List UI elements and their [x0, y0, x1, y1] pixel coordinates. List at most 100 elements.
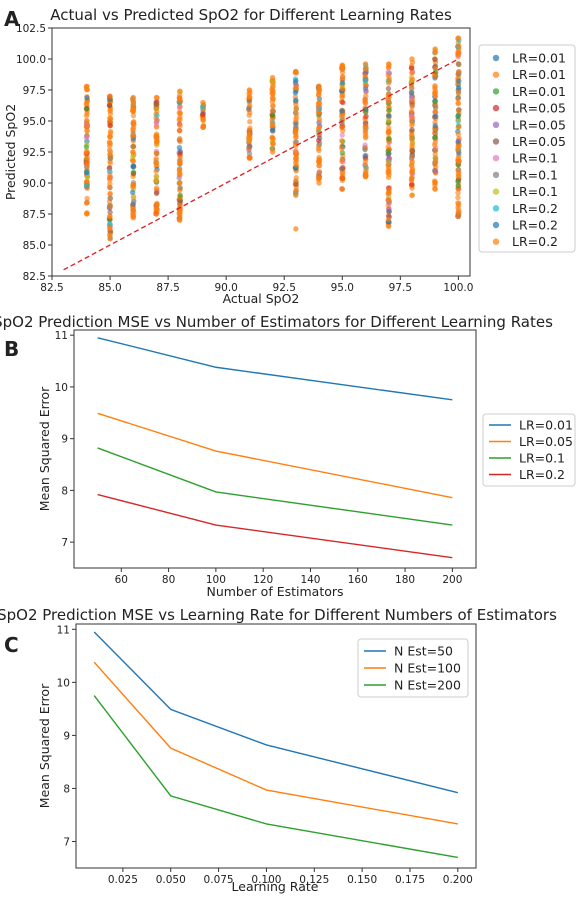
panel-b-ytick-label: 11 — [55, 330, 68, 342]
scatter-point — [293, 155, 299, 161]
scatter-point — [246, 87, 253, 93]
panel-a-points — [83, 35, 462, 242]
scatter-point — [177, 155, 183, 161]
scatter-point — [409, 192, 415, 199]
scatter-point — [455, 112, 462, 119]
scatter-point — [316, 141, 322, 148]
panel-a-plot-frame — [51, 27, 471, 277]
scatter-point — [409, 166, 416, 172]
panel-c-xtick-label: 0.200 — [443, 874, 473, 886]
scatter-point — [339, 85, 345, 92]
scatter-point — [153, 155, 159, 162]
scatter-point — [455, 107, 462, 114]
scatter-point — [432, 147, 439, 154]
scatter-point — [316, 83, 322, 89]
scatter-point — [130, 201, 136, 208]
panel-a-xlabel: Actual SpO2 — [223, 291, 300, 306]
scatter-point — [455, 35, 462, 41]
scatter-point — [385, 69, 391, 75]
scatter-point — [339, 137, 345, 144]
scatter-point — [293, 226, 299, 232]
scatter-point — [456, 123, 462, 130]
scatter-point — [339, 175, 345, 181]
scatter-point — [293, 181, 299, 188]
scatter-point — [432, 98, 438, 105]
scatter-point — [409, 127, 415, 133]
panel-a-ytick-label: 100.0 — [16, 54, 46, 66]
scatter-point — [339, 108, 345, 114]
panel-a-ytick-label: 90.0 — [23, 178, 46, 190]
scatter-point — [177, 116, 183, 123]
panel-b-ytick-label: 7 — [61, 537, 68, 549]
scatter-point — [293, 116, 299, 123]
panel-a-ytick-label: 87.5 — [23, 209, 46, 221]
scatter-point — [269, 123, 275, 130]
scatter-point — [292, 129, 299, 135]
scatter-point — [432, 168, 439, 174]
scatter-point — [293, 105, 299, 111]
scatter-point — [107, 226, 113, 232]
scatter-point — [130, 106, 137, 113]
scatter-point — [408, 65, 415, 71]
scatter-point — [339, 123, 346, 130]
panel-b-xtick-label: 140 — [300, 574, 320, 586]
panel-a-xtick-label: 85.0 — [98, 282, 121, 294]
scatter-point — [339, 145, 345, 152]
scatter-point — [455, 173, 462, 180]
series-line — [97, 493, 453, 559]
panel-a-legend-box — [478, 44, 576, 253]
scatter-point — [84, 121, 90, 127]
scatter-point — [316, 169, 323, 175]
legend-label: LR=0.2 — [512, 218, 558, 233]
panel-a-legend: LR=0.01LR=0.01LR=0.01LR=0.05LR=0.05LR=0.… — [492, 51, 566, 249]
scatter-point — [385, 167, 391, 173]
panel-b-title: SpO2 Prediction MSE vs Number of Estimat… — [0, 313, 553, 331]
scatter-point — [270, 141, 276, 147]
scatter-point — [363, 109, 369, 115]
scatter-point — [455, 213, 462, 220]
panel-b-xlabel: Number of Estimators — [206, 584, 343, 599]
scatter-point — [270, 112, 276, 119]
scatter-point — [107, 130, 114, 136]
series-line — [97, 447, 453, 526]
scatter-point — [363, 113, 369, 119]
scatter-point — [200, 111, 206, 118]
scatter-point — [386, 61, 392, 67]
scatter-point — [386, 208, 392, 215]
scatter-point — [409, 142, 415, 149]
scatter-point — [409, 153, 415, 160]
scatter-point — [432, 90, 438, 96]
scatter-point — [177, 95, 183, 101]
scatter-point — [176, 109, 183, 116]
scatter-point — [455, 61, 462, 67]
panel-b-xtick-label: 160 — [348, 574, 368, 586]
series-line — [93, 695, 458, 859]
scatter-point — [408, 133, 415, 139]
scatter-point — [455, 100, 461, 106]
scatter-point — [129, 189, 136, 196]
panel-a-ytick-label: 92.5 — [23, 147, 46, 159]
scatter-point — [362, 174, 369, 180]
legend-marker — [492, 205, 500, 212]
scatter-point — [316, 119, 322, 126]
scatter-point — [84, 174, 91, 180]
scatter-point — [293, 84, 299, 91]
scatter-point — [177, 88, 183, 94]
scatter-point — [409, 122, 415, 129]
scatter-point — [362, 78, 369, 84]
scatter-point — [292, 89, 299, 96]
scatter-point — [339, 132, 345, 138]
scatter-point — [455, 96, 461, 102]
scatter-point — [247, 125, 253, 131]
scatter-point — [409, 70, 415, 76]
panel-c: C SpO2 Prediction MSE vs Learning Rate f… — [0, 606, 557, 894]
legend-marker — [492, 221, 500, 229]
scatter-point — [107, 209, 113, 216]
scatter-point — [83, 182, 90, 189]
scatter-point — [153, 119, 159, 126]
panel-c-legend: N Est=50 N Est=100 N Est=200 — [364, 644, 461, 693]
legend-label: LR=0.2 — [512, 201, 558, 216]
scatter-point — [432, 180, 438, 186]
scatter-point — [362, 145, 368, 151]
scatter-point — [339, 149, 346, 156]
